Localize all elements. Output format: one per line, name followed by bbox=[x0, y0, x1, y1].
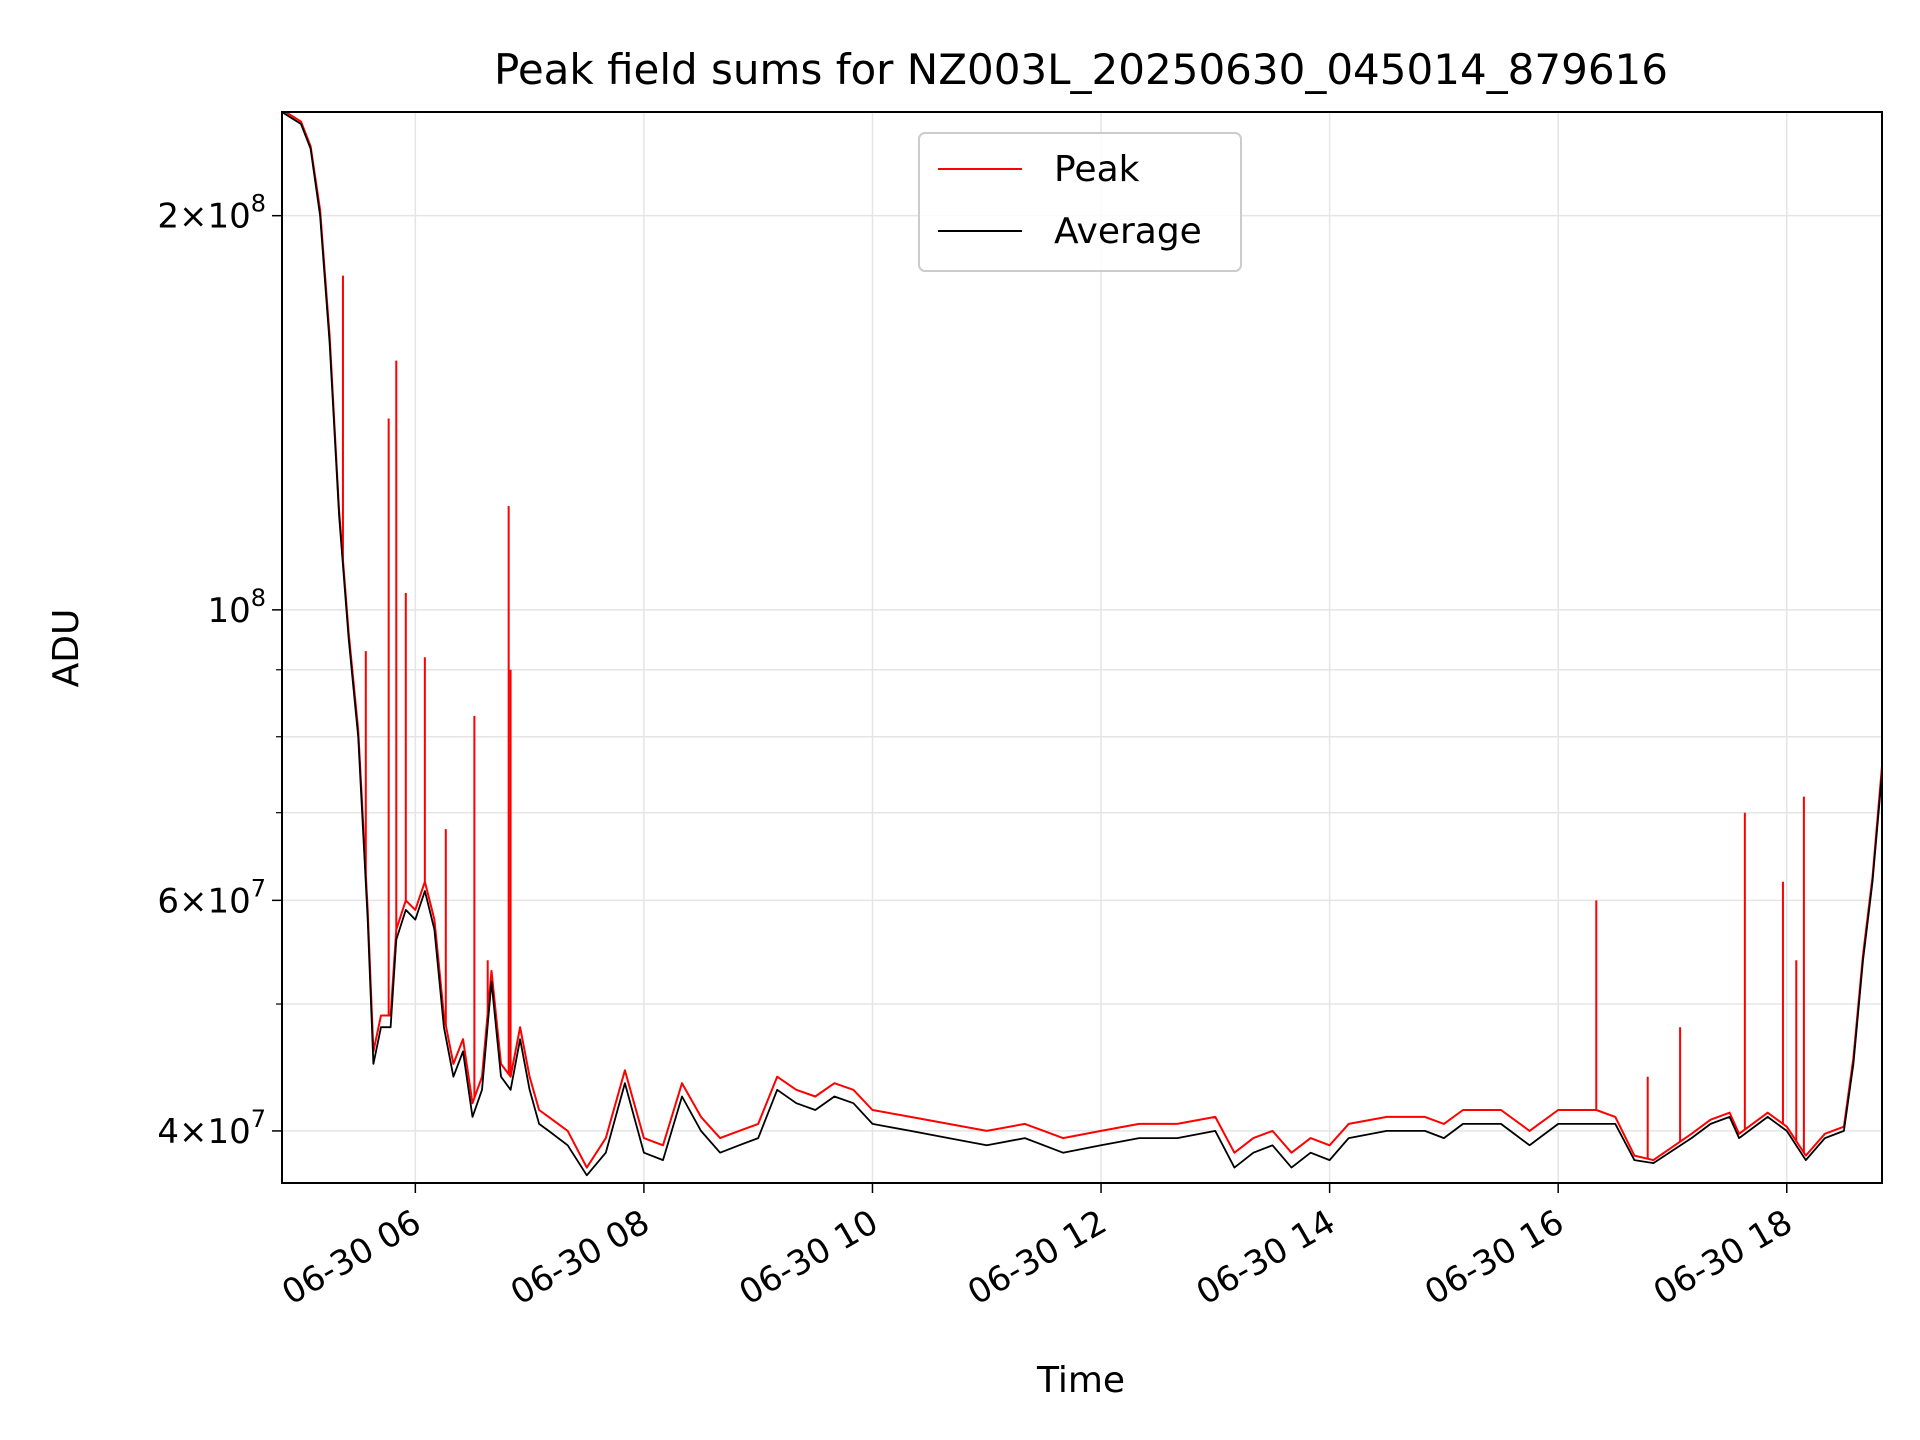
legend: Peak Average bbox=[918, 132, 1242, 272]
plot-frame bbox=[281, 111, 1883, 1184]
y-axis-ticks: 4×107 6×107 108 2×108 bbox=[157, 190, 282, 1152]
legend-label-peak: Peak bbox=[1054, 149, 1140, 190]
y-tick-label: 2×108 bbox=[157, 190, 266, 237]
x-axis-label: Time bbox=[1036, 1360, 1125, 1401]
y-tick-label: 4×107 bbox=[157, 1105, 266, 1152]
chart-title: Peak field sums for NZ003L_20250630_0450… bbox=[494, 45, 1668, 94]
series-lines bbox=[282, 112, 1882, 1177]
legend-box bbox=[918, 132, 1242, 272]
series-line-peak bbox=[283, 112, 1882, 1169]
series-line-average bbox=[282, 112, 1882, 1177]
legend-label-average: Average bbox=[1054, 211, 1202, 252]
y-tick-label: 6×107 bbox=[157, 874, 266, 921]
y-tick-label: 108 bbox=[207, 584, 266, 631]
y-axis-label: ADU bbox=[46, 609, 87, 688]
